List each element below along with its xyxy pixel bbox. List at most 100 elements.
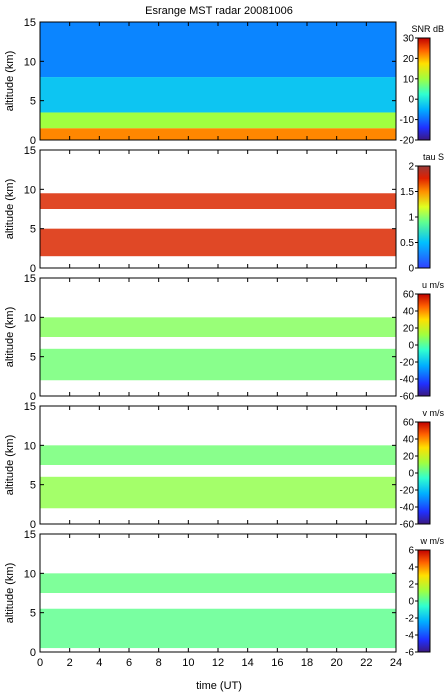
y-tick-label: 15 [24, 145, 36, 157]
data-layer-2 [40, 573, 396, 593]
x-tick-label: 14 [242, 657, 254, 669]
figure-title: Esrange MST radar 20081006 [145, 5, 293, 17]
colorbar-tick-label: 60 [403, 418, 415, 429]
data-layer-2 [40, 445, 396, 465]
colorbar-tick-label: -6 [405, 648, 414, 659]
x-tick-label: 16 [271, 657, 283, 669]
y-tick-label: 5 [30, 608, 36, 620]
data-layer-1 [40, 476, 396, 509]
x-tick-label: 4 [96, 657, 102, 669]
colorbar-tick-label: 0 [408, 95, 414, 106]
y-tick-label: 5 [30, 224, 36, 236]
colorbar-tick-label: 0 [408, 341, 414, 352]
colorbar-tick-label: 30 [403, 34, 415, 45]
colorbar-label: v m/s [423, 408, 445, 418]
colorbar-tick-label: 2 [408, 580, 414, 591]
colorbar-label: tau S [423, 152, 444, 162]
colorbar-tick-label: -20 [400, 136, 415, 147]
colorbar [417, 549, 431, 653]
data-layer-1 [40, 348, 396, 381]
colorbar-tick-label: 4 [408, 563, 414, 574]
colorbar-tick-label: 20 [403, 452, 415, 463]
x-axis-label: time (UT) [196, 680, 242, 692]
colorbar-tick-label: -60 [400, 520, 415, 531]
colorbar-tick-label: -40 [400, 375, 415, 386]
colorbar [417, 421, 431, 525]
y-tick-label: 5 [30, 96, 36, 108]
colorbar-tick-label: -2 [405, 614, 414, 625]
colorbar-tick-label: 1.5 [400, 187, 414, 198]
colorbar-tick-label: -10 [400, 115, 415, 126]
y-axis-label: altitude (km) [4, 563, 16, 624]
colorbar-tick-label: -4 [405, 631, 414, 642]
y-axis-label: altitude (km) [4, 179, 16, 240]
data-layer-1 [40, 608, 396, 649]
data-layer-2 [40, 193, 396, 209]
colorbar-tick-label: 20 [403, 324, 415, 335]
colorbar-tick-label: -20 [400, 358, 415, 369]
panel-4: 0 5 10 15 altitude (km) v m/s 60 40 20 0 -20 -40 -60 [4, 401, 444, 531]
y-tick-label: 0 [30, 519, 36, 531]
colorbar-label: u m/s [422, 280, 445, 290]
colorbar-tick-label: -40 [400, 503, 415, 514]
data-layer-4 [40, 22, 396, 78]
y-tick-label: 0 [30, 263, 36, 275]
colorbar-tick-label: 20 [403, 54, 415, 65]
colorbar-tick-label: 40 [403, 307, 415, 318]
x-tick-label: 2 [67, 657, 73, 669]
x-tick-label: 8 [156, 657, 162, 669]
x-tick-label: 0 [37, 657, 43, 669]
x-tick-label: 12 [212, 657, 224, 669]
y-tick-label: 10 [24, 312, 36, 324]
data-layer-1 [40, 128, 396, 140]
y-axis-label: altitude (km) [4, 435, 16, 496]
y-tick-label: 0 [30, 391, 36, 403]
colorbar-tick-label: 0 [408, 264, 414, 275]
y-tick-label: 15 [24, 273, 36, 285]
colorbar-tick-label: 6 [408, 546, 414, 557]
colorbar [417, 165, 431, 269]
colorbar-tick-label: -20 [400, 486, 415, 497]
data-layer-1 [40, 228, 396, 257]
colorbar-tick-label: 60 [403, 290, 415, 301]
data-layer-2 [40, 317, 396, 337]
y-tick-label: 10 [24, 56, 36, 68]
colorbar [417, 293, 431, 397]
x-tick-label: 22 [360, 657, 372, 669]
y-tick-label: 15 [24, 529, 36, 541]
y-tick-label: 15 [24, 401, 36, 413]
y-tick-label: 0 [30, 647, 36, 659]
x-tick-label: 10 [182, 657, 194, 669]
colorbar-label: SNR dB [411, 24, 444, 34]
colorbar-label: w m/s [420, 536, 445, 546]
y-tick-label: 10 [24, 568, 36, 580]
colorbar-tick-label: -60 [400, 392, 415, 403]
y-tick-label: 5 [30, 480, 36, 492]
y-axis-label: altitude (km) [4, 51, 16, 112]
colorbar [417, 37, 431, 141]
colorbar-tick-label: 1 [408, 213, 414, 224]
x-tick-label: 24 [390, 657, 402, 669]
colorbar-tick-label: 0.5 [400, 238, 414, 249]
colorbar-tick-label: 40 [403, 435, 415, 446]
x-tick-label: 20 [331, 657, 343, 669]
y-axis-label: altitude (km) [4, 307, 16, 368]
y-tick-label: 15 [24, 17, 36, 29]
colorbar-tick-label: 10 [403, 74, 415, 85]
y-tick-label: 10 [24, 184, 36, 196]
panel-3: 0 5 10 15 altitude (km) u m/s 60 40 20 0 -20 -40 -60 [4, 273, 444, 403]
y-tick-label: 5 [30, 352, 36, 364]
y-tick-label: 10 [24, 440, 36, 452]
colorbar-tick-label: 2 [408, 162, 414, 173]
data-layer-3 [40, 77, 396, 113]
x-tick-label: 18 [301, 657, 313, 669]
colorbar-tick-label: 0 [408, 597, 414, 608]
colorbar-tick-label: 0 [408, 469, 414, 480]
data-layer-2 [40, 112, 396, 129]
x-tick-label: 6 [126, 657, 132, 669]
y-tick-label: 0 [30, 135, 36, 147]
panel-2: 0 5 10 15 altitude (km) tau S 2 1.5 1 0.5 0 [4, 145, 444, 275]
